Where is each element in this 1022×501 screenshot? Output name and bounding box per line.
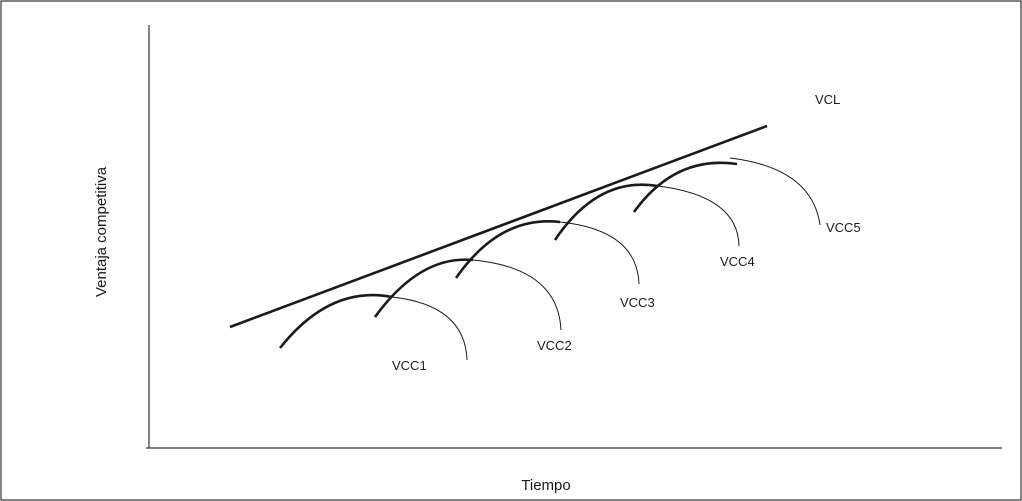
vcc4-rising-segment [553, 183, 659, 241]
y-axis-label: Ventaja competitiva [93, 166, 110, 297]
vcc3-falling-segment [559, 221, 640, 285]
x-axis-label: Tiempo [521, 477, 570, 494]
vcc5-label: VCC5 [826, 220, 861, 235]
vcc2-label: VCC2 [537, 338, 572, 353]
vcc4-label: VCC4 [720, 254, 755, 269]
vcc2-curve [373, 258, 562, 331]
vcc3-curve [454, 220, 640, 285]
vcc5-curve [632, 157, 821, 226]
vcc1-rising-segment [278, 293, 393, 349]
vcc1-curve [278, 293, 468, 361]
vcc5-falling-segment [729, 157, 821, 226]
vcl-label: VCL [815, 92, 840, 107]
vcc1-label: VCC1 [392, 358, 427, 373]
vcc3-label: VCC3 [620, 295, 655, 310]
vcc2-falling-segment [472, 259, 562, 331]
vcc1-falling-segment [391, 296, 468, 361]
vcl-line [229, 124, 768, 329]
vcc5-rising-segment [632, 161, 738, 213]
vcc2-rising-segment [373, 258, 474, 318]
vcc4-curve [553, 183, 740, 247]
vcc4-falling-segment [657, 185, 740, 247]
vcc3-rising-segment [454, 220, 561, 279]
